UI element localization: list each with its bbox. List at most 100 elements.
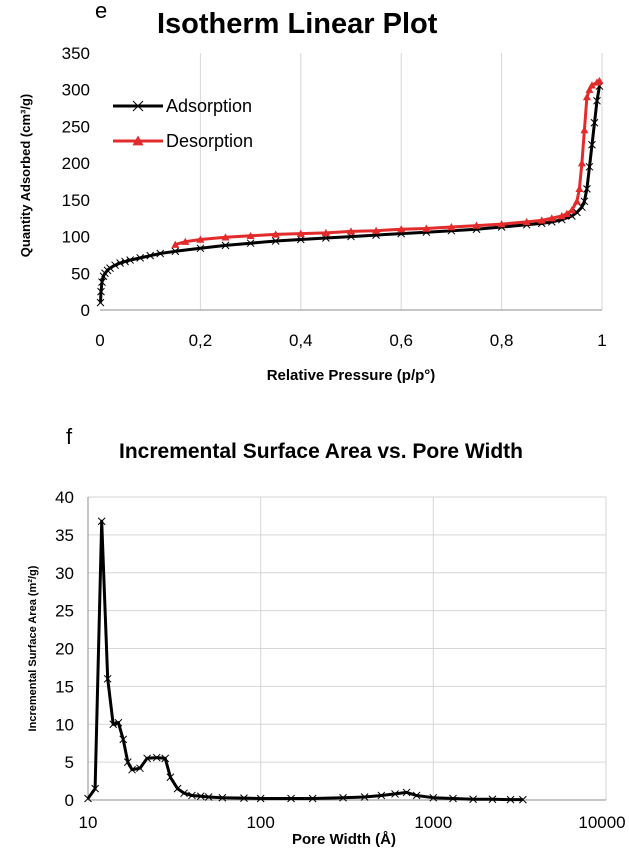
data-point — [567, 206, 576, 214]
legend-label: Desorption — [166, 131, 253, 151]
y-axis-label: Quantity Adsorbed (cm³/g) — [18, 94, 33, 257]
legend-marker — [132, 135, 144, 146]
data-point — [166, 773, 175, 782]
data-point — [402, 788, 411, 797]
y-tick-label: 10 — [55, 715, 74, 734]
y-axis-label: Incremental Surface Area (m²/g) — [27, 565, 39, 731]
data-point — [119, 735, 128, 744]
data-point — [84, 794, 92, 803]
x-axis-label: Relative Pressure (p/p°) — [267, 367, 436, 384]
x-tick-label: 1 — [597, 331, 606, 350]
y-tick-label: 20 — [55, 640, 74, 659]
chart-title-e: Isotherm Linear Plot — [157, 8, 438, 40]
series-line — [174, 79, 601, 247]
data-point — [109, 720, 118, 729]
data-point — [173, 784, 182, 793]
data-point — [562, 209, 571, 218]
data-point — [547, 214, 556, 222]
data-point — [121, 257, 129, 266]
y-tick-label: 150 — [62, 191, 90, 210]
y-tick-label: 50 — [71, 264, 90, 283]
data-point — [246, 239, 255, 248]
data-point — [447, 223, 456, 231]
data-point — [246, 231, 255, 240]
data-point — [128, 765, 136, 774]
data-point — [221, 233, 230, 241]
data-point — [97, 287, 105, 296]
data-point — [372, 226, 381, 234]
y-tick-label: 35 — [55, 526, 74, 545]
data-point — [497, 220, 506, 228]
series-surface-area — [84, 517, 527, 804]
data-point — [522, 217, 531, 226]
data-point — [397, 225, 406, 233]
data-point — [593, 96, 601, 105]
data-point — [580, 126, 589, 134]
data-point — [116, 259, 124, 267]
data-point — [377, 791, 386, 800]
y-tick-label: 0 — [65, 791, 74, 810]
series-line — [86, 519, 523, 802]
data-point — [106, 264, 114, 272]
y-tick-label: 15 — [55, 677, 74, 696]
data-point — [412, 791, 421, 800]
x-tick-label: 0 — [95, 331, 104, 350]
data-point — [391, 790, 399, 798]
y-tick-label: 0 — [81, 301, 90, 320]
data-point — [321, 228, 330, 237]
data-point — [519, 795, 527, 804]
data-point — [449, 794, 457, 803]
data-point — [585, 85, 594, 93]
y-tick-label: 250 — [62, 117, 90, 136]
data-point — [240, 794, 248, 802]
data-point — [98, 278, 106, 286]
data-point — [577, 159, 586, 167]
x-tick-label: 0,2 — [189, 331, 213, 350]
data-point — [123, 758, 132, 766]
panel-label-f: f — [66, 424, 73, 449]
data-point — [580, 197, 589, 206]
isotherm-panel: e Isotherm Linear Plot 0 0,2 0,4 0,6 0,8 1 0 50… — [0, 0, 629, 400]
data-point — [308, 794, 317, 803]
y-tick-label: 350 — [62, 44, 90, 63]
data-point — [488, 795, 497, 804]
data-point — [585, 162, 594, 171]
x-tick-label: 0,8 — [490, 331, 514, 350]
data-point — [506, 795, 515, 804]
data-point — [582, 93, 591, 101]
data-point — [592, 78, 601, 86]
data-point — [429, 793, 438, 802]
data-point — [578, 203, 586, 212]
data-point — [360, 793, 369, 801]
surface-area-chart: 0 5 10 15 20 25 30 35 40 10 100 1000 10000 Pore Width… — [27, 488, 626, 848]
data-point — [575, 184, 584, 193]
data-point — [221, 241, 230, 250]
data-point — [181, 237, 190, 245]
x-tick-label: 10 — [79, 813, 98, 832]
series-desorption — [171, 76, 604, 248]
x-tick-label: 0,4 — [289, 331, 313, 350]
data-point — [557, 212, 566, 220]
data-point — [339, 793, 347, 802]
legend-label: Adsorption — [166, 96, 252, 116]
data-point — [196, 235, 205, 243]
x-tick-label: 1000 — [414, 813, 452, 832]
panel-label-e: e — [95, 0, 108, 23]
data-point — [422, 224, 431, 232]
data-point — [97, 517, 106, 526]
x-tick-label: 100 — [246, 813, 274, 832]
chart-title-f: Incremental Surface Area vs. Pore Width — [119, 440, 524, 463]
data-point — [161, 754, 170, 763]
data-point — [287, 794, 295, 803]
data-point — [143, 754, 151, 763]
y-tick-label: 40 — [55, 488, 74, 507]
data-point — [296, 235, 305, 244]
data-point — [347, 227, 355, 235]
data-point — [588, 140, 596, 149]
data-point — [171, 247, 180, 256]
data-point — [196, 244, 205, 253]
y-tick-label: 100 — [62, 228, 90, 247]
surface-area-panel: f Incremental Surface Area vs. Pore Widt… — [0, 424, 629, 864]
data-point — [469, 795, 477, 804]
legend-marker — [132, 100, 144, 112]
